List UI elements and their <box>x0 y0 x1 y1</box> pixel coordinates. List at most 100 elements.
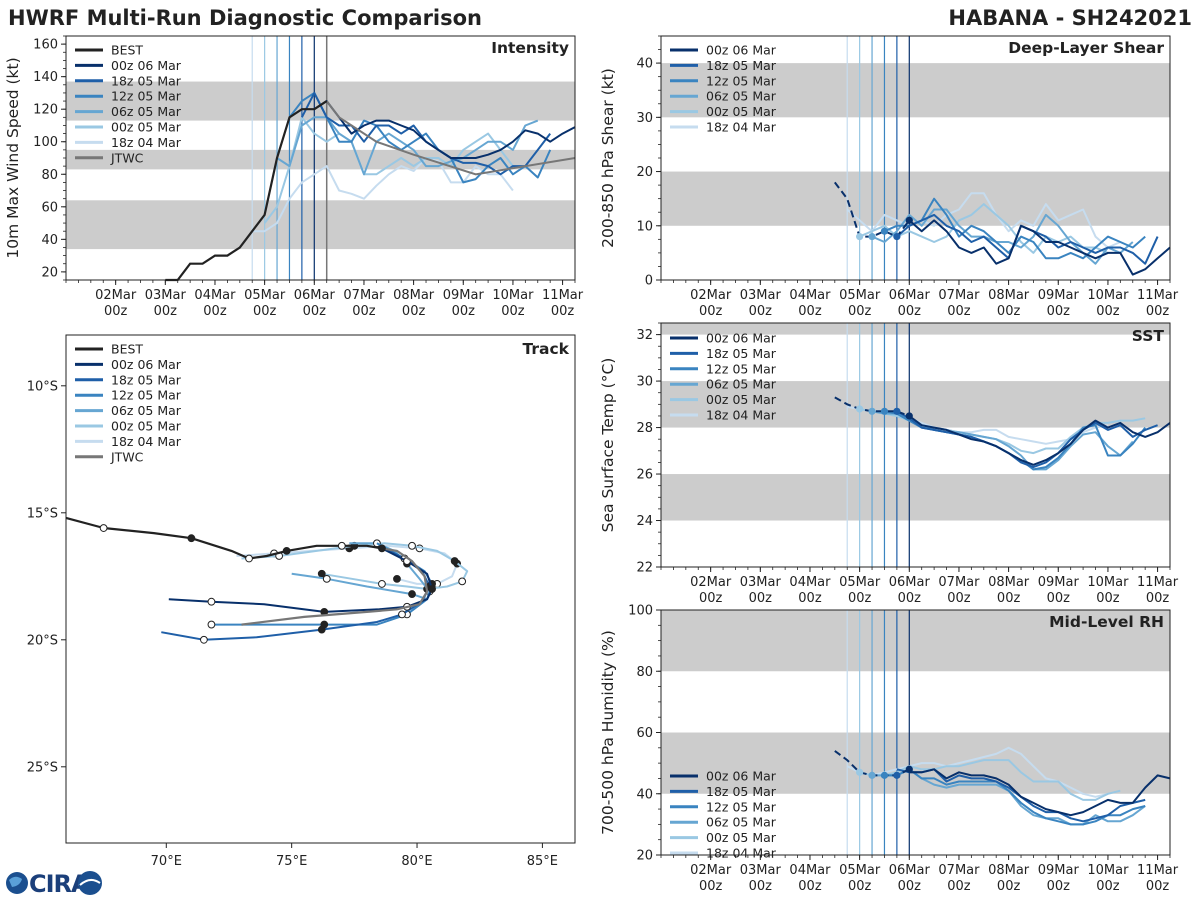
rh-xtick-hour-label: 00z <box>1096 879 1120 894</box>
track-series-00z-05-mar <box>241 542 469 590</box>
shear-xtick-hour-label: 00z <box>997 304 1021 319</box>
intensity-ytick-label: 60 <box>41 200 58 215</box>
track-position-marker <box>378 580 386 588</box>
track-position-marker <box>450 557 459 565</box>
intensity-xtick-hour-label: 00z <box>452 304 476 319</box>
shear-xtick-date-label: 03Mar <box>740 288 782 303</box>
track-ytick-label: 15°S <box>27 506 58 521</box>
shear-xtick-date-label: 06Mar <box>889 288 931 303</box>
sst-legend-label: 18z 04 Mar <box>706 408 777 423</box>
sst-xtick-date-label: 10Mar <box>1087 575 1129 590</box>
rh-xtick-hour-label: 00z <box>1146 879 1170 894</box>
intensity-xtick-hour-label: 00z <box>352 304 376 319</box>
sst-xtick-date-label: 11Mar <box>1137 575 1179 590</box>
rh-xtick-hour-label: 00z <box>699 879 723 894</box>
rh-xtick-hour-label: 00z <box>749 879 773 894</box>
rh-xtick-date-label: 10Mar <box>1087 863 1129 878</box>
track-position-marker <box>322 574 331 583</box>
rh-ytick-label: 80 <box>636 665 653 680</box>
rh-xtick-hour-label: 00z <box>997 879 1021 894</box>
intensity-xtick-hour-label: 00z <box>303 304 327 319</box>
track-panel: 70°E 75°E 80°E 85°E 10°S 15°S 20°S 25°S Track BES… <box>27 334 576 869</box>
intensity-xtick-hour-label: 00z <box>551 304 575 319</box>
rh-legend-label: 06z 05 Mar <box>706 815 777 830</box>
sst-shade-band <box>661 323 1170 335</box>
rh-legend-label: 18z 04 Mar <box>706 846 777 861</box>
track-series-best <box>65 516 383 560</box>
shear-legend-label: 12z 05 Mar <box>706 73 777 88</box>
shear-legend-label: 18z 04 Mar <box>706 120 777 135</box>
shear-legend-label: 00z 05 Mar <box>706 104 777 119</box>
intensity-ytick-label: 100 <box>33 135 58 150</box>
intensity-legend-label: BEST <box>111 43 143 58</box>
sst-xtick-date-label: 03Mar <box>740 575 782 590</box>
sst-ytick-label: 28 <box>636 421 653 436</box>
track-xtick-label: 70°E <box>151 854 182 869</box>
rh-series-18z-04-mar <box>846 746 1109 798</box>
sst-ytick-label: 30 <box>636 375 653 390</box>
intensity-xtick-hour-label: 00z <box>104 304 128 319</box>
rh-ylabel: 700-500 hPa Humidity (%) <box>599 630 617 835</box>
track-xtick-label: 75°E <box>276 854 307 869</box>
intensity-xtick-hour-label: 00z <box>402 304 426 319</box>
track-legend-label: 00z 05 Mar <box>111 419 182 434</box>
intensity-ytick-label: 80 <box>41 168 58 183</box>
globe-land-icon <box>9 876 22 887</box>
track-position-marker <box>408 541 416 550</box>
shear-xtick-date-label: 05Mar <box>839 288 881 303</box>
rh-series-00z-06-mar <box>909 768 1171 817</box>
track-legend-label: 12z 05 Mar <box>111 388 182 403</box>
logo-wave-icon <box>79 879 101 886</box>
sst-init-marker <box>868 407 876 415</box>
sst-xtick-hour-label: 00z <box>848 591 872 606</box>
shear-xtick-hour-label: 00z <box>1047 304 1071 319</box>
rh-legend-label: 00z 06 Mar <box>706 769 777 784</box>
track-legend-label: 06z 05 Mar <box>111 403 182 418</box>
intensity-xtick-date-label: 10Mar <box>492 288 534 303</box>
shear-ytick-label: 20 <box>636 165 653 180</box>
shear-xtick-date-label: 10Mar <box>1087 288 1129 303</box>
shear-panel-title: Deep-Layer Shear <box>1008 39 1164 57</box>
shear-init-marker <box>893 233 901 241</box>
shear-xtick-hour-label: 00z <box>798 304 822 319</box>
track-position-marker <box>458 577 467 586</box>
logo-badge-icon <box>78 871 102 895</box>
rh-ytick-label: 60 <box>636 726 653 741</box>
sst-xtick-hour-label: 00z <box>749 591 773 606</box>
intensity-legend-label: JTWC <box>110 150 144 165</box>
shear-xtick-date-label: 07Mar <box>938 288 980 303</box>
shear-series-06z-05-mar <box>871 208 1134 265</box>
intensity-shade-band <box>66 200 575 250</box>
intensity-xtick-date-label: 09Mar <box>443 288 485 303</box>
shear-legend-label: 06z 05 Mar <box>706 89 777 104</box>
sst-xtick-date-label: 04Mar <box>789 575 831 590</box>
shear-xtick-hour-label: 00z <box>848 304 872 319</box>
rh-panel: 2040608010002Mar00z03Mar00z04Mar00z05Mar… <box>599 604 1179 895</box>
cira-logo: CIRA <box>6 870 102 898</box>
intensity-legend-label: 12z 05 Mar <box>111 89 182 104</box>
intensity-xtick-date-label: 03Mar <box>145 288 187 303</box>
intensity-series-jtwc <box>325 100 576 176</box>
rh-xtick-date-label: 06Mar <box>889 863 931 878</box>
rh-shade-band <box>661 732 1170 794</box>
intensity-xtick-date-label: 11Mar <box>542 288 584 303</box>
track-legend-label: JTWC <box>110 449 144 464</box>
shear-series-00z-06-mar <box>908 219 1171 276</box>
rh-xtick-date-label: 04Mar <box>789 863 831 878</box>
rh-init-marker <box>868 771 876 779</box>
intensity-series-12z-05-mar <box>288 91 552 184</box>
rh-legend-label: 00z 05 Mar <box>706 830 777 845</box>
sst-ytick-label: 26 <box>636 468 653 483</box>
intensity-xtick-hour-label: 00z <box>253 304 277 319</box>
figure-title: HWRF Multi-Run Diagnostic Comparison <box>8 6 482 30</box>
sst-legend-label: 12z 05 Mar <box>706 361 777 376</box>
sst-legend-label: 18z 05 Mar <box>706 346 777 361</box>
shear-xtick-date-label: 02Mar <box>690 288 732 303</box>
rh-xtick-date-label: 05Mar <box>839 863 881 878</box>
track-ytick-label: 25°S <box>27 760 58 775</box>
rh-xtick-hour-label: 00z <box>947 879 971 894</box>
shear-xtick-hour-label: 00z <box>1096 304 1120 319</box>
sst-xtick-hour-label: 00z <box>699 591 723 606</box>
intensity-series-18z-04-mar <box>252 157 514 233</box>
shear-ytick-label: 10 <box>636 219 653 234</box>
